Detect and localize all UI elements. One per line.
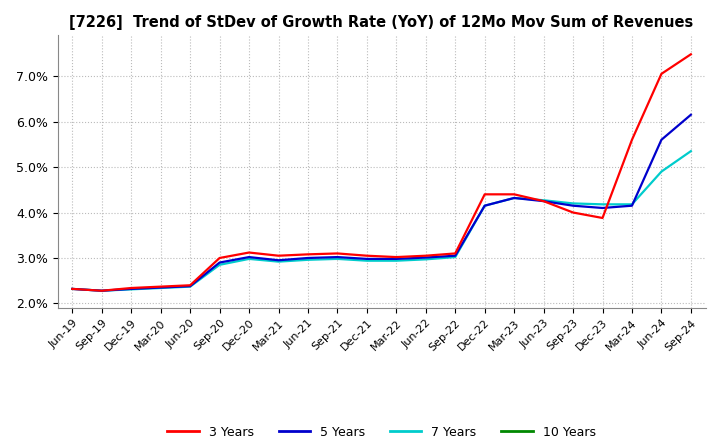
Title: [7226]  Trend of StDev of Growth Rate (YoY) of 12Mo Mov Sum of Revenues: [7226] Trend of StDev of Growth Rate (Yo… (69, 15, 694, 30)
Legend: 3 Years, 5 Years, 7 Years, 10 Years: 3 Years, 5 Years, 7 Years, 10 Years (163, 421, 600, 440)
